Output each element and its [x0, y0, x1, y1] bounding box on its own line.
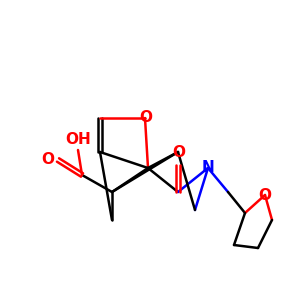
- Text: O: O: [172, 145, 185, 160]
- Text: O: O: [140, 110, 152, 125]
- Text: O: O: [41, 152, 54, 167]
- Text: OH: OH: [65, 132, 91, 147]
- Text: N: N: [202, 160, 214, 175]
- Text: O: O: [259, 188, 272, 202]
